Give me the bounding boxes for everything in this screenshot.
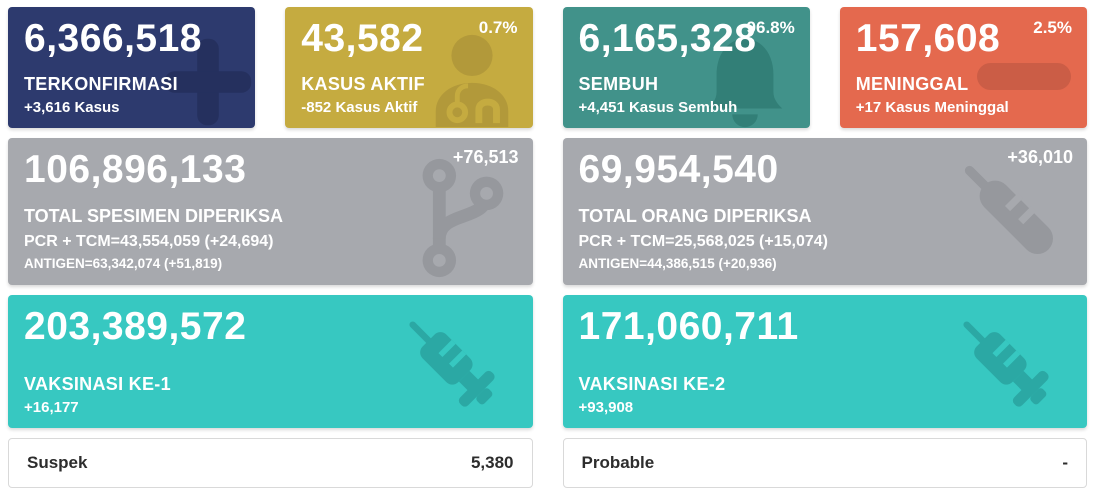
spesimen-label: TOTAL SPESIMEN DIPERIKSA xyxy=(24,205,284,226)
card-meninggal: 2.5% 157,608 MENINGGAL +17 Kasus Meningg… xyxy=(839,7,1087,128)
card-vaksinasi-2: 171,060,711 VAKSINASI KE-2 +93,908 xyxy=(562,295,1087,428)
syringe-icon xyxy=(963,321,1049,407)
card-total-spesimen: +76,513 106,896,133 TOTAL SPESIMEN DIPER… xyxy=(8,138,533,285)
orang-pcr-line: PCR + TCM=25,568,025 (+15,074) xyxy=(578,232,828,250)
syringe-icon xyxy=(408,321,495,407)
suspek-label: Suspek xyxy=(27,453,88,472)
meninggal-delta: +17 Kasus Meninggal xyxy=(855,99,1009,116)
sembuh-label: SEMBUH xyxy=(578,74,659,94)
meninggal-label: MENINGGAL xyxy=(855,74,969,94)
bed-pill-icon xyxy=(977,63,1071,90)
vaksinasi-1-delta: +16,177 xyxy=(24,399,79,416)
card-kasus-aktif: 0.7% 43,582 KASUS AKTIF -852 Kasus Aktif xyxy=(285,7,533,128)
spesimen-value: 106,896,133 xyxy=(24,148,247,191)
doctor-icon xyxy=(435,34,508,127)
vaksinasi-1-label: VAKSINASI KE-1 xyxy=(24,374,171,394)
spesimen-pcr-line: PCR + TCM=43,554,059 (+24,694) xyxy=(24,232,274,250)
spesimen-antigen-line: ANTIGEN=63,342,074 (+51,819) xyxy=(24,255,223,271)
thermometer-icon xyxy=(964,165,1053,254)
orang-delta: +36,010 xyxy=(1007,147,1073,167)
terkonfirmasi-value: 6,366,518 xyxy=(24,17,203,60)
terkonfirmasi-delta: +3,616 Kasus xyxy=(24,99,120,116)
orang-antigen-line: ANTIGEN=44,386,515 (+20,936) xyxy=(578,255,777,271)
vaksinasi-2-delta: +93,908 xyxy=(578,399,634,416)
kasus-aktif-percent: 0.7% xyxy=(478,18,518,37)
probable-label: Probable xyxy=(581,453,655,472)
vaksinasi-2-value: 171,060,711 xyxy=(578,305,799,348)
probable-value: - xyxy=(1062,453,1068,472)
kasus-aktif-label: KASUS AKTIF xyxy=(301,74,425,94)
terkonfirmasi-label: TERKONFIRMASI xyxy=(24,74,178,94)
vaksinasi-2-label: VAKSINASI KE-2 xyxy=(578,374,726,394)
card-vaksinasi-1: 203,389,572 VAKSINASI KE-1 +16,177 xyxy=(8,295,533,428)
vaksinasi-1-value: 203,389,572 xyxy=(24,305,247,348)
sembuh-delta: +4,451 Kasus Sembuh xyxy=(578,99,738,116)
kasus-aktif-value: 43,582 xyxy=(301,17,424,60)
card-terkonfirmasi: 6,366,518 TERKONFIRMASI +3,616 Kasus xyxy=(8,7,256,128)
meninggal-value: 157,608 xyxy=(855,17,1001,60)
bell-icon xyxy=(707,38,782,128)
spesimen-delta: +76,513 xyxy=(452,147,519,167)
card-sembuh: 96.8% 6,165,328 SEMBUH +4,451 Kasus Semb… xyxy=(562,7,810,128)
card-probable: Probable - xyxy=(562,438,1087,488)
meninggal-percent: 2.5% xyxy=(1033,18,1072,37)
suspek-value: 5,380 xyxy=(470,453,514,472)
card-suspek: Suspek 5,380 xyxy=(8,438,533,488)
plus-icon xyxy=(165,38,252,126)
orang-value: 69,954,540 xyxy=(578,148,779,191)
card-total-orang: +36,010 69,954,540 TOTAL ORANG DIPERIKSA… xyxy=(562,138,1087,285)
orang-label: TOTAL ORANG DIPERIKSA xyxy=(578,205,812,226)
sembuh-percent: 96.8% xyxy=(746,18,795,37)
sembuh-value: 6,165,328 xyxy=(578,17,757,60)
branch-icon xyxy=(422,158,503,278)
kasus-aktif-delta: -852 Kasus Aktif xyxy=(301,99,418,116)
